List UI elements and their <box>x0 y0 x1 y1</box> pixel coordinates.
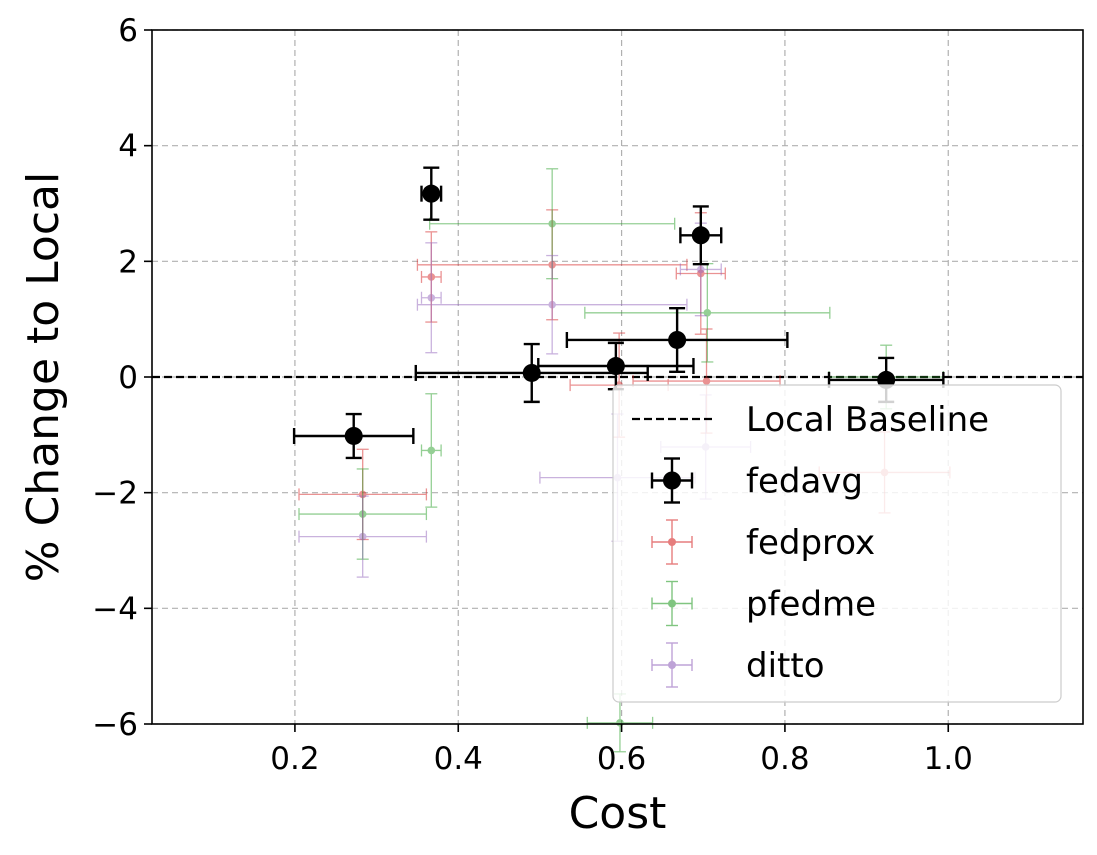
legend-marker <box>668 538 676 546</box>
point-fedavg <box>414 342 649 404</box>
legend-handle-marker <box>651 519 693 565</box>
legend: Local Baseline fedavg fedprox pfedme ditto <box>612 384 1062 703</box>
data-point <box>691 226 710 245</box>
point-fedavg <box>420 166 443 221</box>
legend-marker <box>663 471 681 490</box>
legend-label: pfedme <box>746 585 876 625</box>
legend-box <box>612 384 1062 703</box>
y-tick-label: 0 <box>118 360 138 396</box>
y-tick-label: 6 <box>118 13 138 49</box>
legend-item-ditto: ditto <box>651 642 825 688</box>
legend-item-fedprox: fedprox <box>651 519 875 565</box>
point-ditto <box>420 242 442 354</box>
legend-label: fedavg <box>746 462 863 502</box>
data-point <box>703 309 712 317</box>
legend-marker <box>668 599 676 608</box>
point-ditto <box>416 254 688 355</box>
y-tick-label: 4 <box>118 129 138 165</box>
x-tick-label: 0.4 <box>434 741 483 777</box>
legend-handle-marker <box>651 580 693 627</box>
data-point <box>606 357 625 376</box>
x-tick-label: 0.2 <box>270 741 319 777</box>
x-tick-label: 1.0 <box>924 741 973 777</box>
data-point <box>616 719 624 727</box>
data-point <box>702 377 711 385</box>
point-fedavg <box>679 205 723 266</box>
y-axis-title: % Change to Local <box>18 172 69 582</box>
legend-label: ditto <box>746 646 825 686</box>
y-tick-label: −4 <box>92 591 138 627</box>
legend-item-fedavg: fedavg <box>650 457 863 504</box>
series-fedavg <box>292 166 945 460</box>
x-tick-label: 0.6 <box>597 741 646 777</box>
legend-marker <box>668 661 676 669</box>
legend-item-local-baseline: Local Baseline <box>632 400 989 440</box>
x-axis-title: Cost <box>569 788 667 839</box>
point-pfedme <box>584 262 831 363</box>
x-tick-label: 0.8 <box>760 741 809 777</box>
data-point <box>668 330 687 349</box>
y-tick-label: −2 <box>92 476 138 512</box>
series-layer <box>292 166 951 753</box>
point-fedavg <box>565 306 789 373</box>
legend-item-pfedme: pfedme <box>651 580 876 627</box>
legend-label: Local Baseline <box>746 400 989 440</box>
legend-handle-marker <box>651 642 693 688</box>
data-point <box>358 532 367 541</box>
legend-handle-marker <box>650 457 694 504</box>
data-point <box>697 265 705 274</box>
point-ditto <box>679 222 722 317</box>
data-point <box>422 184 441 203</box>
legend-label: fedprox <box>746 523 875 563</box>
data-point <box>344 426 363 445</box>
data-point <box>427 446 436 455</box>
data-point <box>877 370 896 389</box>
data-point <box>548 300 556 309</box>
y-tick-label: −6 <box>92 707 138 743</box>
tick-layer: 0.2 0.4 0.6 0.8 1.0 −6 −4 −2 0 2 4 6 <box>92 13 973 777</box>
data-point <box>427 293 436 302</box>
point-fedavg <box>292 412 415 460</box>
y-tick-label: 2 <box>118 244 138 280</box>
point-fedavg <box>537 341 695 391</box>
data-point <box>548 219 556 228</box>
data-point <box>522 363 541 382</box>
point-pfedme <box>420 393 442 508</box>
point-ditto <box>298 495 428 578</box>
